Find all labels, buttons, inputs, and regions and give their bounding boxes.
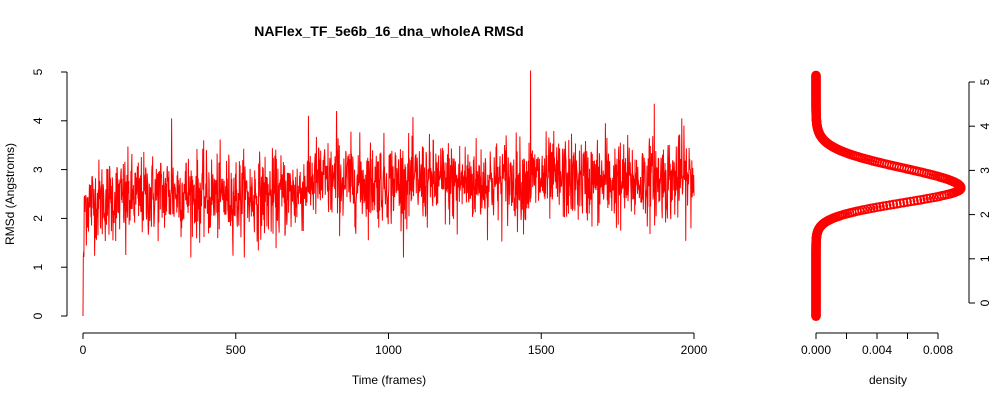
y-axis-label: RMSd (Angstroms) xyxy=(3,143,17,245)
density-point xyxy=(881,200,892,211)
density-point xyxy=(915,195,926,205)
density-point xyxy=(902,197,912,207)
density-x-axis-label: density xyxy=(869,373,907,387)
density-y-tick-label: 2 xyxy=(978,211,992,218)
rmsd-series-line xyxy=(82,70,695,317)
y-tick-label: 4 xyxy=(31,117,45,124)
density-point xyxy=(895,198,905,209)
x-tick-label: 0 xyxy=(80,343,87,357)
main-axes: 0 1 2 3 4 5 0 500 1000 1500 2000 xyxy=(31,68,708,357)
density-y-ticks: 0 1 2 3 4 5 xyxy=(969,78,992,306)
x-tick-label: 1000 xyxy=(375,343,402,357)
density-point xyxy=(912,195,923,206)
density-axes: 0.000 0.004 0.008 0 1 2 3 4 5 xyxy=(801,78,992,357)
y-tick-label: 5 xyxy=(31,68,45,75)
density-y-tick-label: 3 xyxy=(978,167,992,174)
density-point xyxy=(909,196,919,206)
y-tick-label: 2 xyxy=(31,215,45,222)
density-y-tick-label: 0 xyxy=(978,299,992,306)
x-ticks: 0 500 1000 1500 2000 xyxy=(80,333,708,357)
density-x-tick-label: 0.008 xyxy=(923,343,953,357)
density-point xyxy=(885,200,895,210)
density-points xyxy=(811,70,966,322)
y-tick-label: 3 xyxy=(31,166,45,173)
y-tick-label: 1 xyxy=(31,264,45,271)
density-y-tick-label: 4 xyxy=(978,123,992,130)
density-point xyxy=(905,196,916,207)
y-tick-label: 0 xyxy=(31,312,45,319)
density-point xyxy=(892,199,902,209)
density-x-tick-label: 0.000 xyxy=(801,343,831,357)
x-axis-label: Time (frames) xyxy=(352,373,426,387)
density-y-tick-label: 1 xyxy=(978,255,992,262)
density-y-tick-label: 5 xyxy=(978,78,992,85)
x-tick-label: 1500 xyxy=(528,343,555,357)
y-ticks: 0 1 2 3 4 5 xyxy=(31,68,67,319)
x-tick-label: 500 xyxy=(226,343,246,357)
density-point xyxy=(888,199,899,210)
x-tick-label: 2000 xyxy=(681,343,708,357)
density-x-ticks: 0.000 0.004 0.008 xyxy=(801,333,953,357)
density-point xyxy=(878,201,889,211)
density-point xyxy=(811,70,821,81)
density-x-tick-label: 0.004 xyxy=(862,343,892,357)
chart-title: NAFlex_TF_5e6b_16_dna_wholeA RMSd xyxy=(254,23,523,39)
density-point xyxy=(898,197,909,208)
